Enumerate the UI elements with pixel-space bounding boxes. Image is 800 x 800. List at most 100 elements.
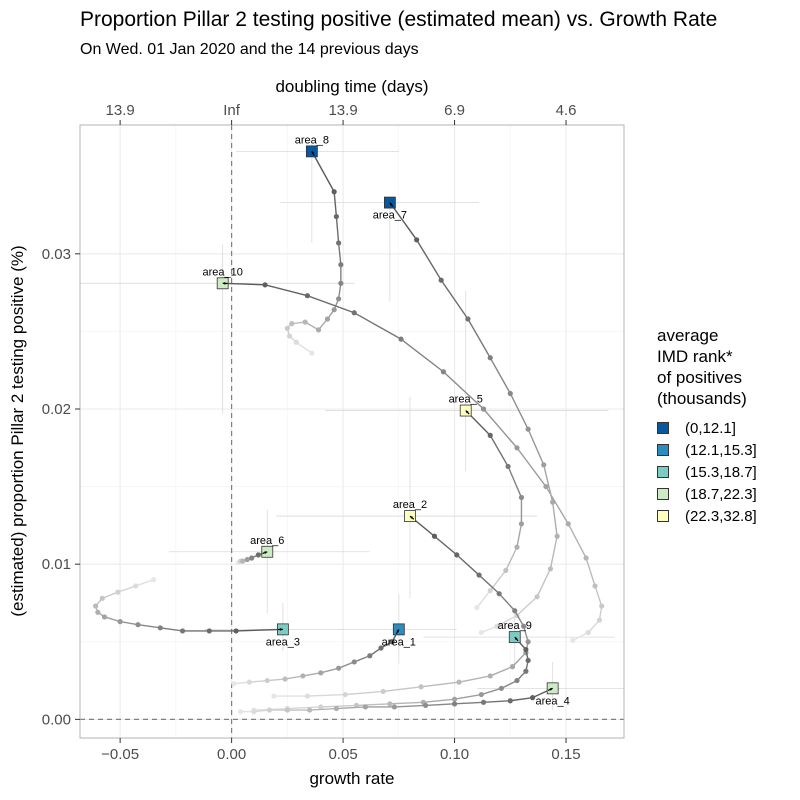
trajectory-segment: [320, 667, 339, 674]
trajectory-point: [309, 350, 315, 356]
trajectory-layer: [93, 151, 605, 715]
direction-arrowhead: [396, 629, 399, 633]
trajectory-segment: [514, 610, 525, 627]
direction-arrowhead: [222, 281, 226, 285]
trajectory-segment: [512, 652, 527, 668]
trajectory-point: [233, 628, 239, 634]
trajectory-point: [525, 426, 531, 432]
x-tick-label: 0.10: [440, 746, 469, 763]
trajectory-point: [391, 704, 397, 710]
trajectory-point: [231, 681, 237, 687]
trajectory-point: [440, 369, 447, 375]
trajectory-segment: [434, 535, 458, 556]
trajectory-segment: [117, 585, 136, 593]
trajectory-point: [336, 296, 342, 302]
trajectory-segment: [337, 283, 342, 299]
trajectory-point: [115, 589, 121, 595]
trajectory-segment: [102, 591, 119, 599]
trajectory-segment: [510, 696, 533, 702]
trajectory-segment: [496, 614, 518, 627]
area-label: area_3: [266, 636, 300, 648]
trajectory-point: [99, 595, 105, 601]
trajectory-point: [336, 240, 342, 246]
trajectory-point: [496, 591, 502, 597]
trajectory-segment: [507, 466, 523, 498]
trajectory-segment: [527, 428, 545, 466]
trajectory-point: [454, 552, 460, 558]
area-label: area_5: [449, 394, 483, 406]
direction-arrowhead: [264, 551, 268, 554]
trajectory-point: [249, 555, 255, 561]
trajectory-point: [414, 237, 420, 243]
trajectory-segment: [478, 574, 500, 595]
trajectory-point: [318, 704, 324, 710]
trajectory-segment: [236, 628, 283, 632]
trajectory-point: [525, 657, 531, 664]
trajectory-segment: [233, 681, 250, 685]
trajectory-point: [284, 325, 290, 331]
trajectory-point: [570, 637, 576, 643]
trajectory-segment: [389, 202, 418, 241]
direction-arrowhead: [389, 202, 393, 206]
trajectory-segment: [567, 523, 587, 559]
trajectory-segment: [295, 341, 313, 354]
trajectory-segment: [489, 357, 511, 394]
trajectory-point: [336, 665, 342, 671]
direction-arrowhead: [409, 516, 413, 519]
x-tick-label: 0.15: [551, 746, 580, 763]
trajectory-point: [93, 603, 99, 609]
trajectory-segment: [416, 239, 442, 281]
direction-arrowhead: [311, 151, 315, 155]
trajectory-point: [431, 533, 438, 539]
trajectory-segment: [442, 371, 485, 410]
y-tick-label: 0.01: [42, 556, 71, 573]
direction-arrowhead: [549, 688, 553, 691]
direction-arrowhead: [514, 637, 518, 641]
y-tick-label: 0.00: [42, 711, 71, 728]
trajectory-point: [418, 684, 424, 690]
trajectory-segment: [572, 631, 589, 641]
trajectory-point: [331, 189, 337, 195]
trajectory-point: [237, 709, 244, 715]
trajectory-point: [480, 699, 487, 705]
trajectory-point: [333, 705, 339, 712]
trajectory-segment: [302, 672, 321, 677]
top-tick-label: 13.9: [328, 102, 357, 119]
trajectory-segment: [337, 242, 342, 265]
trajectory-point: [554, 533, 560, 539]
trajectory-point: [255, 552, 261, 558]
area-label-layer: area_8 area_7 area_10 area_5 area_2 area_6are…: [203, 134, 570, 707]
trajectory-segment: [476, 590, 491, 609]
trajectory-segment: [333, 191, 338, 217]
trajectory-point: [438, 277, 444, 283]
trajectory-point: [262, 282, 268, 288]
trajectory-point: [596, 617, 603, 623]
trajectory-segment: [356, 703, 390, 707]
trajectory-point: [240, 558, 246, 564]
trajectory-point: [324, 316, 331, 322]
trajectory-point: [307, 707, 313, 713]
legend-label: (15.3,18.7]: [685, 463, 757, 481]
trajectory-point: [342, 691, 348, 698]
trajectory-point: [565, 521, 571, 527]
trajectory-point: [293, 339, 299, 345]
area-label: area_9: [498, 620, 532, 632]
trajectory-segment: [549, 536, 558, 569]
trajectory-point: [451, 696, 458, 702]
legend-entry: (0,12.1]: [657, 417, 757, 439]
trajectory-segment: [421, 681, 460, 688]
trajectory-segment: [505, 546, 518, 571]
trajectory-point: [95, 609, 101, 615]
legend-label: (0,12.1]: [685, 419, 736, 437]
trajectory-point: [451, 701, 458, 707]
y-tick-label: 0.03: [42, 246, 71, 263]
legend: average IMD rank* of positives (thousand…: [657, 325, 757, 527]
trajectory-segment: [284, 675, 304, 680]
trajectory-point: [338, 280, 344, 286]
trajectory-segment: [383, 686, 422, 693]
reference-lines: [80, 125, 624, 738]
trajectory-point: [271, 693, 277, 699]
trajectory-point: [367, 653, 373, 659]
trajectory-segment: [501, 679, 518, 689]
trajectory-point: [286, 333, 293, 339]
